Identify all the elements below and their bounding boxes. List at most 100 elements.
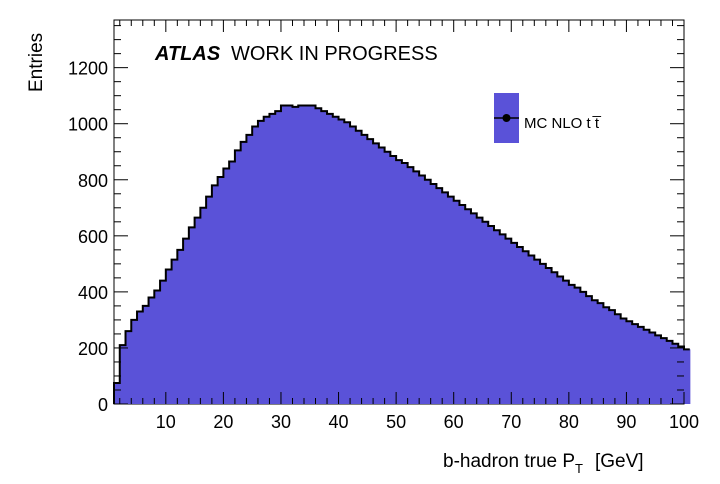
histogram-bin	[229, 161, 236, 404]
histogram-bin	[350, 126, 357, 404]
x-tick-label: 10	[156, 412, 176, 432]
histogram-bin	[459, 204, 466, 404]
histogram-bin	[482, 221, 489, 404]
histogram-bin	[263, 116, 271, 404]
x-tick-label: 90	[616, 412, 636, 432]
histogram-bin	[517, 247, 524, 404]
histogram-bin	[597, 303, 604, 404]
histogram-bin	[672, 343, 679, 404]
histogram-bin	[355, 130, 363, 404]
histogram-bin	[148, 297, 155, 404]
x-tick-label: 60	[444, 412, 464, 432]
y-tick-label: 200	[78, 339, 108, 359]
histogram-bin	[528, 255, 535, 404]
histogram-bin	[390, 155, 397, 404]
y-tick-label: 600	[78, 227, 108, 247]
histogram-bin	[338, 119, 345, 404]
y-axis-ticks: 0 200 400 600 800 1000 1200	[68, 25, 684, 415]
histogram-bin	[194, 217, 201, 404]
histogram-bin	[206, 196, 213, 404]
histogram-bin	[292, 106, 299, 404]
histogram-bin	[373, 143, 380, 404]
histogram-bin	[430, 183, 438, 404]
histogram-bin	[361, 134, 368, 405]
x-tick-label: 100	[669, 412, 699, 432]
x-axis-title-unit: [GeV]	[595, 451, 644, 472]
histogram-bin	[378, 147, 386, 404]
histogram-bars	[114, 105, 691, 405]
histogram-bin	[678, 346, 685, 404]
y-tick-label: 400	[78, 283, 108, 303]
histogram-bin	[384, 151, 391, 404]
histogram-bin	[470, 213, 478, 404]
x-axis-ticks: 10 20 30 40 50 60 70 80 90 100	[119, 20, 699, 432]
legend: MC NLO t t̅	[494, 93, 602, 143]
histogram-bin	[240, 141, 248, 404]
x-tick-label: 70	[501, 412, 521, 432]
histogram-bin	[114, 382, 121, 404]
histogram-bin	[321, 111, 328, 404]
histogram-bin	[494, 230, 501, 404]
x-axis-title: b-hadron true PT [GeV]	[443, 451, 644, 476]
histogram-bin	[580, 291, 587, 404]
histogram-bin	[304, 105, 311, 405]
histogram-bin	[119, 345, 127, 404]
histogram-bin	[200, 207, 207, 404]
histogram-bin	[424, 179, 432, 404]
histogram-bin	[275, 111, 282, 404]
histogram-bin	[223, 168, 230, 404]
y-tick-label: 1200	[68, 59, 108, 79]
histogram-bin	[332, 116, 340, 404]
histogram-bin	[545, 268, 553, 404]
histogram-bin	[211, 185, 219, 404]
legend-marker-dot	[502, 114, 511, 122]
histogram-bin	[165, 269, 173, 404]
histogram-bin	[344, 122, 351, 404]
histogram-bin	[257, 120, 265, 404]
x-tick-label: 50	[386, 412, 406, 432]
histogram-bin	[591, 300, 599, 404]
x-tick-label: 30	[271, 412, 291, 432]
histogram-bin	[407, 167, 414, 404]
histogram-bin	[315, 108, 322, 404]
y-axis-title: Entries	[26, 33, 47, 92]
histogram-bin	[280, 105, 288, 405]
histogram-bin	[286, 105, 294, 405]
histogram-bin	[234, 150, 242, 404]
histogram-bin	[177, 249, 184, 404]
histogram-bin	[551, 272, 558, 404]
histogram-bin	[125, 331, 132, 404]
histogram-bin	[327, 113, 334, 405]
histogram-bin	[632, 324, 639, 404]
status-label: WORK IN PROGRESS	[231, 43, 438, 65]
y-tick-label: 0	[98, 395, 108, 415]
histogram-bin	[160, 280, 167, 404]
histogram-bin	[563, 280, 570, 404]
histogram-bin	[183, 238, 190, 404]
histogram-bin	[684, 349, 691, 404]
histogram-bin	[465, 209, 472, 404]
histogram-bin	[488, 226, 495, 404]
histogram-bin	[666, 340, 674, 404]
histogram-bin	[252, 126, 259, 404]
histogram-bin	[649, 332, 656, 404]
histogram-bin	[137, 311, 144, 404]
histogram-bin	[609, 310, 616, 404]
histogram-bin	[309, 105, 317, 405]
histogram-bin	[142, 305, 150, 404]
histogram-bin	[396, 160, 403, 404]
histogram-bin	[298, 105, 305, 405]
histogram-bin	[574, 287, 581, 404]
histogram-bin	[442, 192, 449, 404]
histogram-bin	[522, 251, 530, 404]
histogram-bin	[603, 307, 610, 404]
histogram-bin	[269, 113, 276, 405]
histogram-bin	[586, 296, 593, 404]
x-tick-label: 40	[329, 412, 349, 432]
x-tick-label: 80	[559, 412, 579, 432]
histogram-bin	[447, 196, 455, 404]
histogram-bin	[419, 175, 426, 404]
histogram-bin	[476, 217, 484, 404]
histogram-bin	[511, 242, 518, 404]
